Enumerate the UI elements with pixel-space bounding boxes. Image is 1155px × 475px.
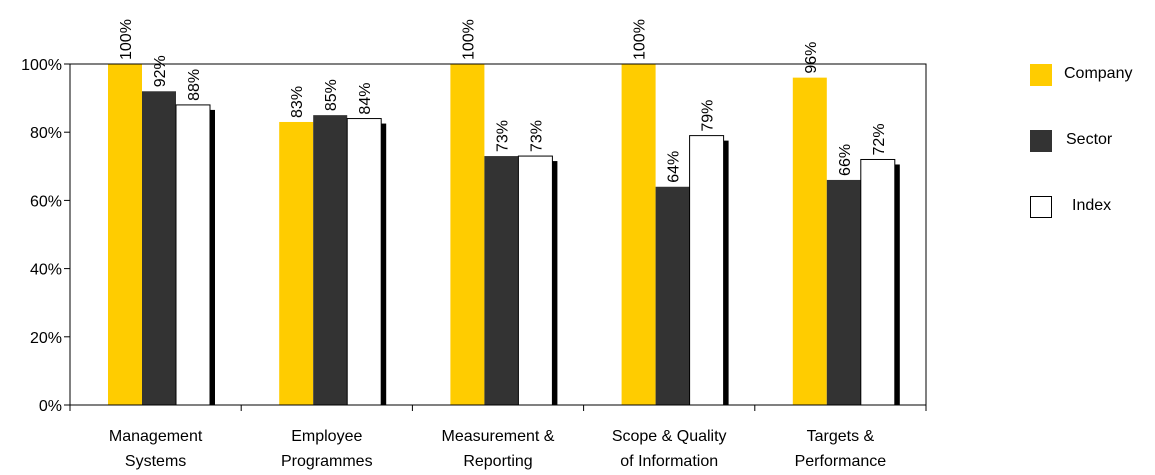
legend-label-company: Company xyxy=(1064,65,1133,82)
data-label: 73% xyxy=(528,120,545,152)
bar-company xyxy=(108,64,142,405)
bar-company xyxy=(621,64,656,405)
plot-frame xyxy=(69,63,927,406)
bar-sector xyxy=(142,91,176,405)
bar-index xyxy=(860,158,896,406)
category-label: Targets & xyxy=(807,428,875,445)
category-label: Systems xyxy=(125,453,186,470)
category-label: Employee xyxy=(291,428,362,445)
bar-company xyxy=(450,64,485,405)
data-label: 100% xyxy=(460,19,477,60)
data-label: 100% xyxy=(632,19,649,60)
legend-swatch-sector xyxy=(1030,130,1052,152)
data-label: 96% xyxy=(803,42,820,74)
data-label: 66% xyxy=(837,144,854,176)
data-label: 84% xyxy=(357,83,374,115)
category-label: Measurement & xyxy=(442,428,555,445)
bar-sector xyxy=(313,115,348,406)
data-label: 64% xyxy=(666,151,683,183)
legend-label-sector: Sector xyxy=(1066,131,1113,148)
bar-index xyxy=(689,135,725,406)
legend-label-index: Index xyxy=(1072,197,1112,214)
bar-sector xyxy=(655,186,690,405)
axes-layer xyxy=(64,63,927,411)
legend-swatch-company xyxy=(1030,64,1052,86)
y-tick-label: 100% xyxy=(21,57,62,74)
category-label: Scope & Quality xyxy=(612,428,727,445)
y-tick-label: 40% xyxy=(30,262,62,279)
y-tick-label: 60% xyxy=(30,193,62,210)
y-tick-label: 80% xyxy=(30,125,62,142)
data-label: 79% xyxy=(700,100,717,132)
category-label: of Information xyxy=(620,453,718,470)
bar-index xyxy=(346,118,382,406)
y-tick-label: 0% xyxy=(39,398,62,415)
bar-index xyxy=(517,155,553,406)
bars-layer xyxy=(108,64,900,406)
bar-sector xyxy=(826,179,861,405)
category-label: Performance xyxy=(795,453,887,470)
labels-layer: 0% 20% 40% 60% 80% 100% 100% 92% 88% Management Sy… xyxy=(21,19,888,470)
data-label: 92% xyxy=(152,55,169,87)
y-tick-label: 20% xyxy=(30,330,62,347)
data-label: 73% xyxy=(494,120,511,152)
bar-index xyxy=(175,104,211,406)
category-label: Reporting xyxy=(463,453,532,470)
data-label: 72% xyxy=(871,123,888,155)
bar-company xyxy=(279,121,314,405)
bar-company xyxy=(792,77,827,405)
legend-swatch-index xyxy=(1030,196,1052,218)
category-label: Management xyxy=(109,428,203,445)
data-label: 100% xyxy=(118,19,135,60)
data-label: 85% xyxy=(323,79,340,111)
category-label: Programmes xyxy=(281,453,373,470)
data-label: 83% xyxy=(289,86,306,118)
data-label: 88% xyxy=(186,69,203,101)
bar-sector xyxy=(484,156,519,405)
